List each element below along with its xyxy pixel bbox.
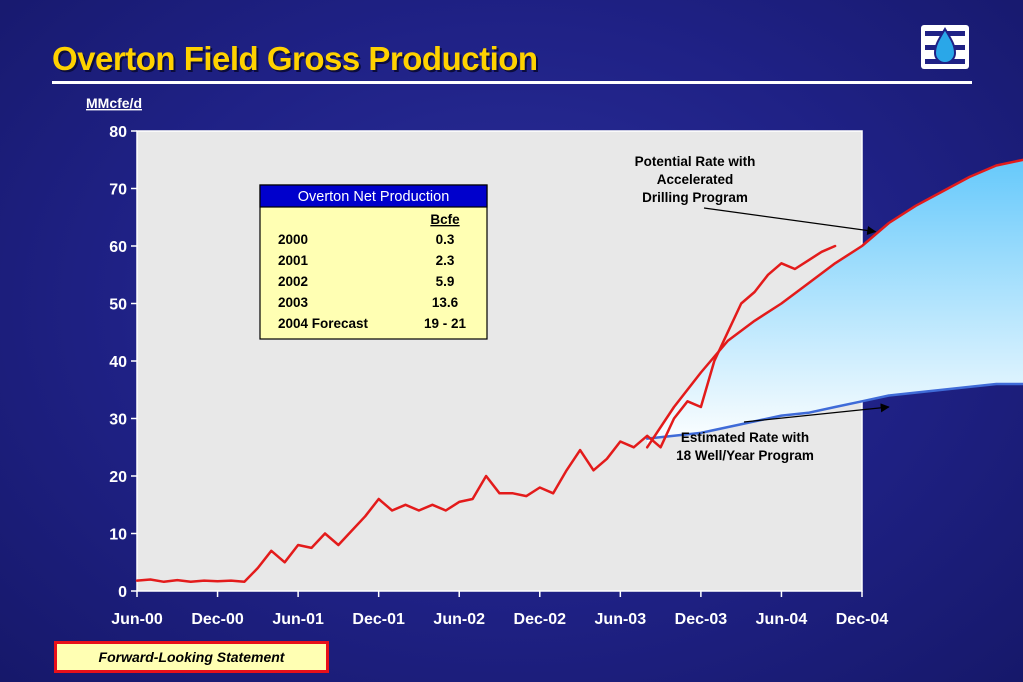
series-line-actual: [135, 244, 837, 584]
forecast-gap-area: [647, 159, 1023, 448]
page-title: Overton Field Gross Production: [52, 40, 538, 77]
forward-looking-statement-label: Forward-Looking Statement: [98, 649, 285, 665]
net-production-table-value: 19 - 21: [424, 316, 467, 331]
net-production-table-year: 2002: [278, 274, 308, 289]
x-tick-label: Jun-03: [595, 611, 647, 628]
net-production-table-title: Overton Net Production: [298, 189, 450, 205]
net-production-table-year: 2000: [278, 232, 308, 247]
net-production-table-value: 5.9: [436, 274, 455, 289]
net-production-table-value: 13.6: [432, 295, 459, 310]
net-production-table: [259, 184, 488, 340]
series-line-accelerated: [645, 158, 1023, 449]
x-tick-label: Jun-04: [756, 611, 808, 628]
net-production-table-header-bar: [259, 184, 488, 208]
annotation-accelerated-line: Accelerated: [657, 172, 734, 187]
y-tick-label: 0: [118, 584, 127, 601]
y-tick-label: 80: [109, 124, 127, 141]
y-tick-label: 30: [109, 412, 127, 429]
y-axis-label: MMcfe/d: [86, 95, 142, 111]
company-logo-icon: [921, 25, 969, 69]
x-tick-label: Jun-02: [433, 611, 485, 628]
net-production-table-year: 2003: [278, 295, 309, 310]
x-tick-label: Dec-03: [675, 611, 728, 628]
annotation-arrow-accelerated: [703, 207, 877, 236]
annotation-estimated-line: 18 Well/Year Program: [676, 448, 814, 463]
y-tick-label: 60: [109, 239, 127, 256]
y-tick-label: 40: [109, 354, 127, 371]
x-tick-label: Dec-00: [191, 611, 244, 628]
x-tick-label: Jun-01: [272, 611, 324, 628]
net-production-table-year: 2001: [278, 253, 309, 268]
x-tick-label: Jun-00: [111, 611, 163, 628]
forward-looking-statement-box: Forward-Looking Statement: [54, 641, 329, 673]
series-line-estimated: [645, 382, 1023, 440]
net-production-table-value: 0.3: [436, 232, 455, 247]
annotation-arrow-estimated: [743, 403, 890, 423]
y-tick-label: 10: [109, 527, 127, 544]
net-production-table-year: 2004 Forecast: [278, 316, 369, 331]
x-tick-label: Dec-04: [836, 611, 889, 628]
title-underline: [52, 81, 972, 84]
net-production-table-value: 2.3: [436, 253, 455, 268]
y-tick-label: 50: [109, 297, 127, 314]
net-production-table-unit-header: Bcfe: [430, 212, 460, 227]
x-tick-label: Dec-02: [514, 611, 567, 628]
annotation-accelerated-line: Drilling Program: [642, 190, 748, 205]
x-tick-label: Dec-01: [352, 611, 405, 628]
annotation-accelerated-line: Potential Rate with: [635, 154, 756, 169]
y-tick-label: 20: [109, 469, 127, 486]
annotation-estimated-line: Estimated Rate with: [681, 430, 809, 445]
y-tick-label: 70: [109, 182, 127, 199]
